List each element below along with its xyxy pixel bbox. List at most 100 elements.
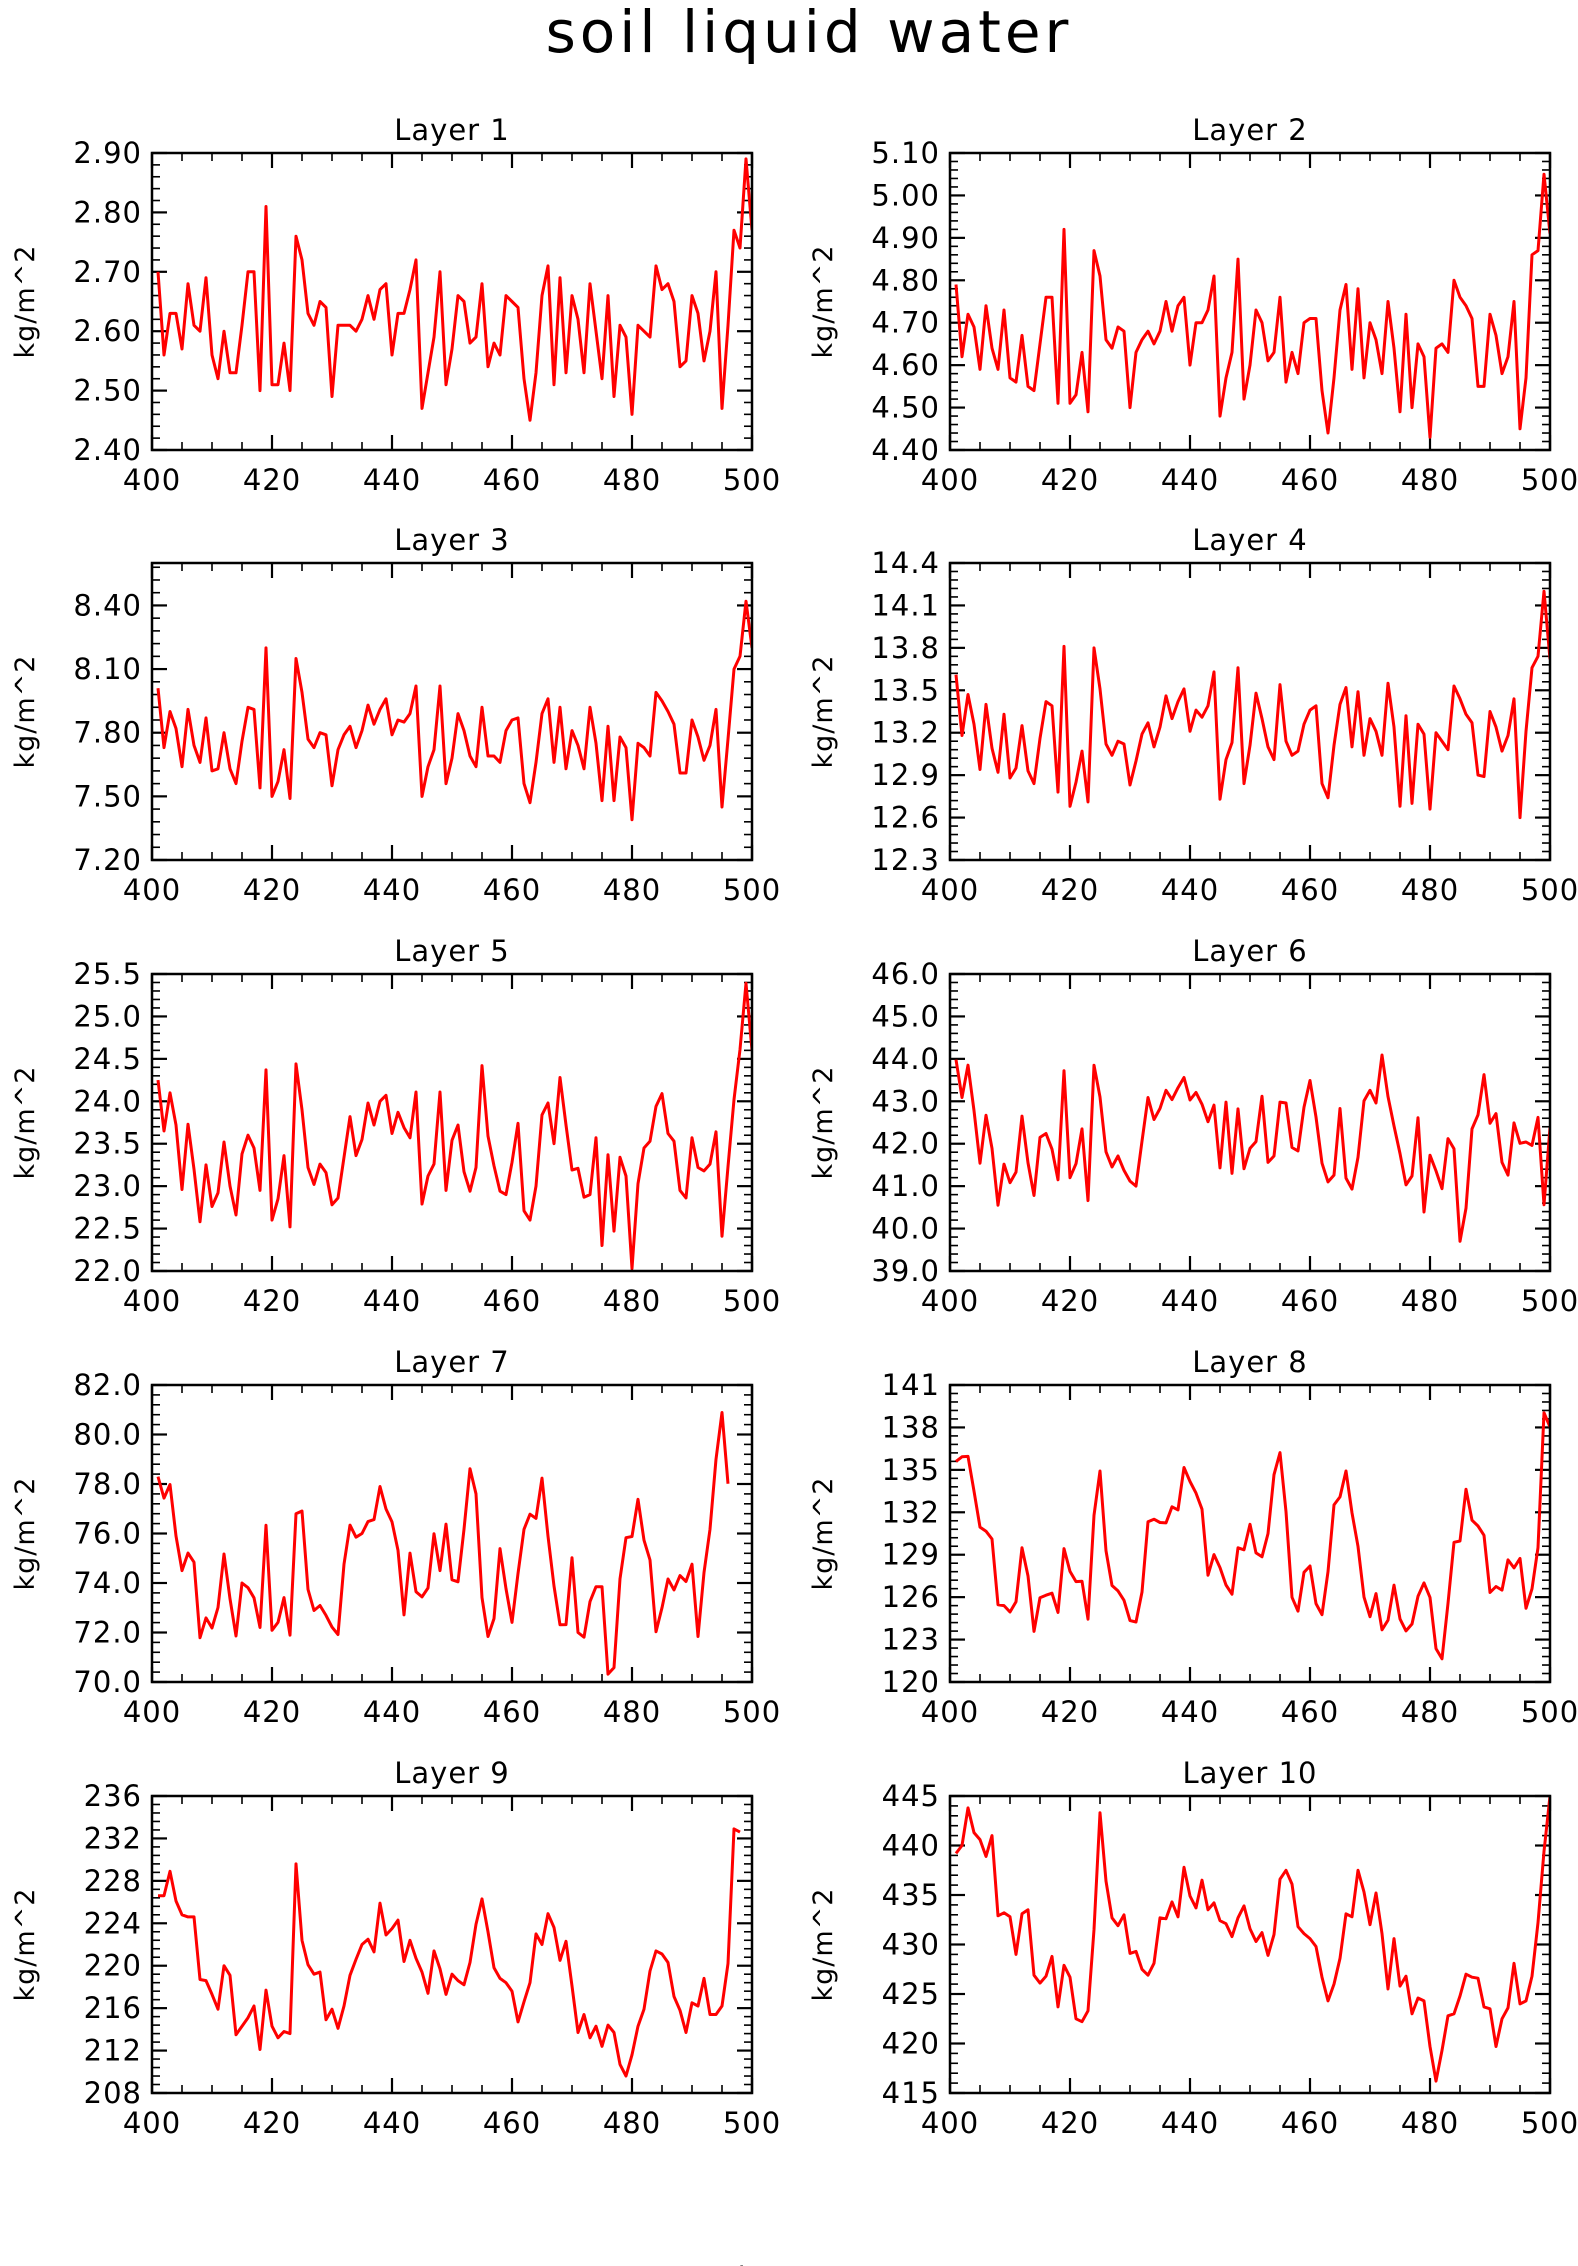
x-tick-label: 440: [1161, 873, 1219, 907]
y-axis-label: kg/m^2: [808, 1888, 839, 2002]
x-tick-label: 460: [1281, 1695, 1339, 1729]
y-tick-label: 236: [84, 1779, 142, 1813]
x-tick-label: 420: [1041, 1284, 1099, 1318]
y-tick-label: 4.60: [871, 348, 940, 382]
y-axis-label: kg/m^2: [10, 655, 41, 769]
panel-layer-8: Layer 8 kg/m^2 400 420 440 460 480 500 120 123 126…: [808, 1345, 1578, 1729]
panel-layer-4: Layer 4 kg/m^2 400 420 440 460 480 500 12.3 12.6 1…: [808, 523, 1578, 907]
y-axis-label: kg/m^2: [10, 245, 41, 359]
panel-title: Layer 3: [394, 523, 510, 557]
y-tick-label: 5.00: [871, 178, 940, 212]
y-tick-label: 420: [882, 2027, 940, 2061]
plot-frame: [948, 972, 1552, 1273]
x-tick-label: 500: [1521, 1695, 1578, 1729]
y-tick-label: 123: [882, 1623, 940, 1657]
y-tick-label: 4.80: [871, 263, 940, 297]
x-tick-label: 500: [1521, 463, 1578, 497]
x-tick-label: 460: [1281, 1284, 1339, 1318]
panel-layer-3: Layer 3 kg/m^2 400 420 440 460 480 500 7.20 7.50 7…: [10, 523, 781, 907]
panels: Layer 1 kg/m^2 400 420 440 460 480 500 2.40 2.50 2…: [10, 113, 1578, 2140]
y-tick-label: 24.0: [73, 1084, 142, 1118]
y-axis-label: kg/m^2: [10, 1477, 41, 1591]
y-tick-label: 232: [84, 1821, 142, 1855]
y-axis-label: kg/m^2: [808, 1477, 839, 1591]
y-tick-label: 72.0: [73, 1616, 142, 1650]
panel-layer-9: Layer 9 kg/m^2 400 420 440 460 480 500 208 212 216…: [10, 1756, 780, 2140]
x-tick-label: 400: [921, 1284, 979, 1318]
y-tick-label: 7.50: [73, 779, 142, 813]
bottom-label: time: [725, 2261, 795, 2266]
y-tick-label: 25.0: [73, 999, 142, 1033]
figure-title: soil liquid water: [546, 0, 1073, 66]
y-tick-label: 43.0: [871, 1084, 940, 1118]
x-tick-label: 480: [1401, 2106, 1459, 2140]
x-tick-label: 440: [1161, 463, 1219, 497]
y-axis-label: kg/m^2: [10, 1888, 41, 2002]
y-tick-label: 12.9: [871, 758, 940, 792]
y-tick-label: 2.40: [73, 433, 142, 467]
y-tick-label: 445: [882, 1779, 940, 1813]
y-tick-label: 25.5: [73, 957, 142, 991]
x-tick-label: 420: [1041, 2106, 1099, 2140]
y-tick-label: 14.1: [871, 588, 940, 622]
data-series-line: [955, 1411, 1550, 1661]
y-tick-label: 220: [84, 1949, 142, 1983]
y-axis-label: kg/m^2: [808, 1066, 839, 1180]
panel-title: Layer 5: [394, 934, 510, 968]
y-tick-label: 2.80: [73, 195, 142, 229]
x-tick-label: 440: [1161, 1695, 1219, 1729]
y-tick-label: 7.80: [73, 716, 142, 750]
x-tick-label: 480: [603, 2106, 661, 2140]
y-tick-label: 41.0: [871, 1169, 940, 1203]
x-tick-label: 440: [363, 463, 421, 497]
y-tick-label: 74.0: [73, 1566, 142, 1600]
plot-frame: [150, 1383, 754, 1684]
x-tick-label: 480: [1401, 463, 1459, 497]
y-tick-label: 46.0: [871, 957, 940, 991]
x-tick-label: 460: [483, 1284, 541, 1318]
x-tick-label: 480: [603, 1284, 661, 1318]
x-tick-label: 480: [603, 1695, 661, 1729]
x-tick-label: 500: [723, 873, 781, 907]
y-tick-label: 216: [84, 1991, 142, 2025]
panel-title: Layer 7: [394, 1345, 510, 1379]
data-series-line: [158, 1827, 741, 2078]
y-tick-label: 415: [882, 2076, 940, 2110]
y-tick-label: 70.0: [73, 1665, 142, 1699]
x-tick-label: 500: [1521, 2106, 1578, 2140]
panel-title: Layer 6: [1192, 934, 1308, 968]
y-tick-label: 12.6: [871, 801, 940, 835]
x-tick-label: 400: [921, 463, 979, 497]
x-tick-label: 400: [921, 2106, 979, 2140]
x-tick-label: 440: [1161, 2106, 1219, 2140]
y-tick-label: 129: [882, 1538, 940, 1572]
y-tick-label: 22.5: [73, 1212, 142, 1246]
y-tick-label: 4.90: [871, 221, 940, 255]
x-tick-label: 400: [921, 873, 979, 907]
x-tick-label: 420: [243, 463, 301, 497]
y-tick-label: 425: [882, 1977, 940, 2011]
y-tick-label: 42.0: [871, 1127, 940, 1161]
panel-layer-5: Layer 5 kg/m^2 400 420 440 460 480 500 22.0 22.5 2…: [10, 934, 781, 1318]
x-tick-label: 400: [921, 1695, 979, 1729]
y-axis-label: kg/m^2: [808, 245, 839, 359]
data-series-line: [954, 1053, 1550, 1243]
panel-title: Layer 4: [1192, 523, 1308, 557]
x-tick-label: 420: [243, 1284, 301, 1318]
x-tick-label: 400: [123, 463, 181, 497]
y-tick-label: 13.2: [871, 716, 940, 750]
x-tick-label: 500: [723, 1284, 781, 1318]
x-tick-label: 420: [243, 2106, 301, 2140]
plot-frame: [948, 561, 1552, 862]
y-axis-label: kg/m^2: [10, 1066, 41, 1180]
y-tick-label: 126: [882, 1580, 940, 1614]
panel-layer-6: Layer 6 kg/m^2 400 420 440 460 480 500 39.0 40.0 4…: [808, 934, 1578, 1318]
y-tick-label: 5.10: [871, 136, 940, 170]
y-tick-label: 22.0: [73, 1254, 142, 1288]
data-series-line: [954, 589, 1550, 820]
x-tick-label: 440: [363, 1695, 421, 1729]
panel-title: Layer 1: [394, 113, 510, 147]
plot-frame: [948, 1794, 1552, 2095]
x-tick-label: 460: [483, 2106, 541, 2140]
